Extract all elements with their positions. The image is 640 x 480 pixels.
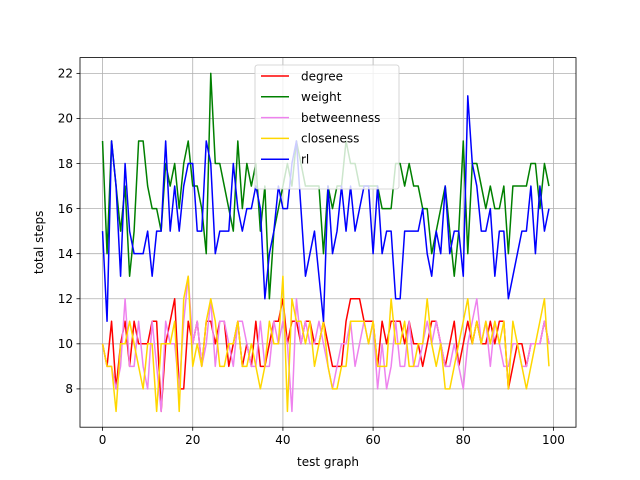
y-tick-label: 18 [58,157,73,171]
legend-label-weight: weight [301,90,342,104]
y-tick-label: 8 [65,382,73,396]
y-axis-label: total steps [32,211,46,274]
x-tick-label: 0 [99,433,107,447]
legend-label-rl: rl [301,153,309,167]
plot-frame [79,57,577,428]
x-tick-label: 20 [185,433,200,447]
legend-label-closeness: closeness [301,132,359,146]
y-tick-label: 14 [58,247,73,261]
y-tick-label: 20 [58,112,73,126]
legend: degree weight betweenness closeness rl [254,64,400,190]
series-line-weight [101,72,550,300]
axis-ticks: 0 20 40 60 80 100 8 10 12 14 16 18 20 22 [58,67,565,448]
x-axis-label: test graph [297,455,359,469]
x-tick-label: 40 [275,433,290,447]
legend-label-degree: degree [301,69,343,83]
series-lines [101,72,550,413]
legend-label-betweenness: betweenness [301,111,380,125]
y-tick-label: 22 [58,67,73,81]
legend-box [254,64,400,190]
y-tick-label: 10 [58,337,73,351]
x-tick-label: 60 [365,433,380,447]
x-tick-label: 100 [542,433,565,447]
y-tick-label: 16 [58,202,73,216]
series-line-closeness [101,275,550,413]
series-line-rl [101,95,550,323]
y-tick-label: 12 [58,292,73,306]
x-tick-label: 80 [456,433,471,447]
